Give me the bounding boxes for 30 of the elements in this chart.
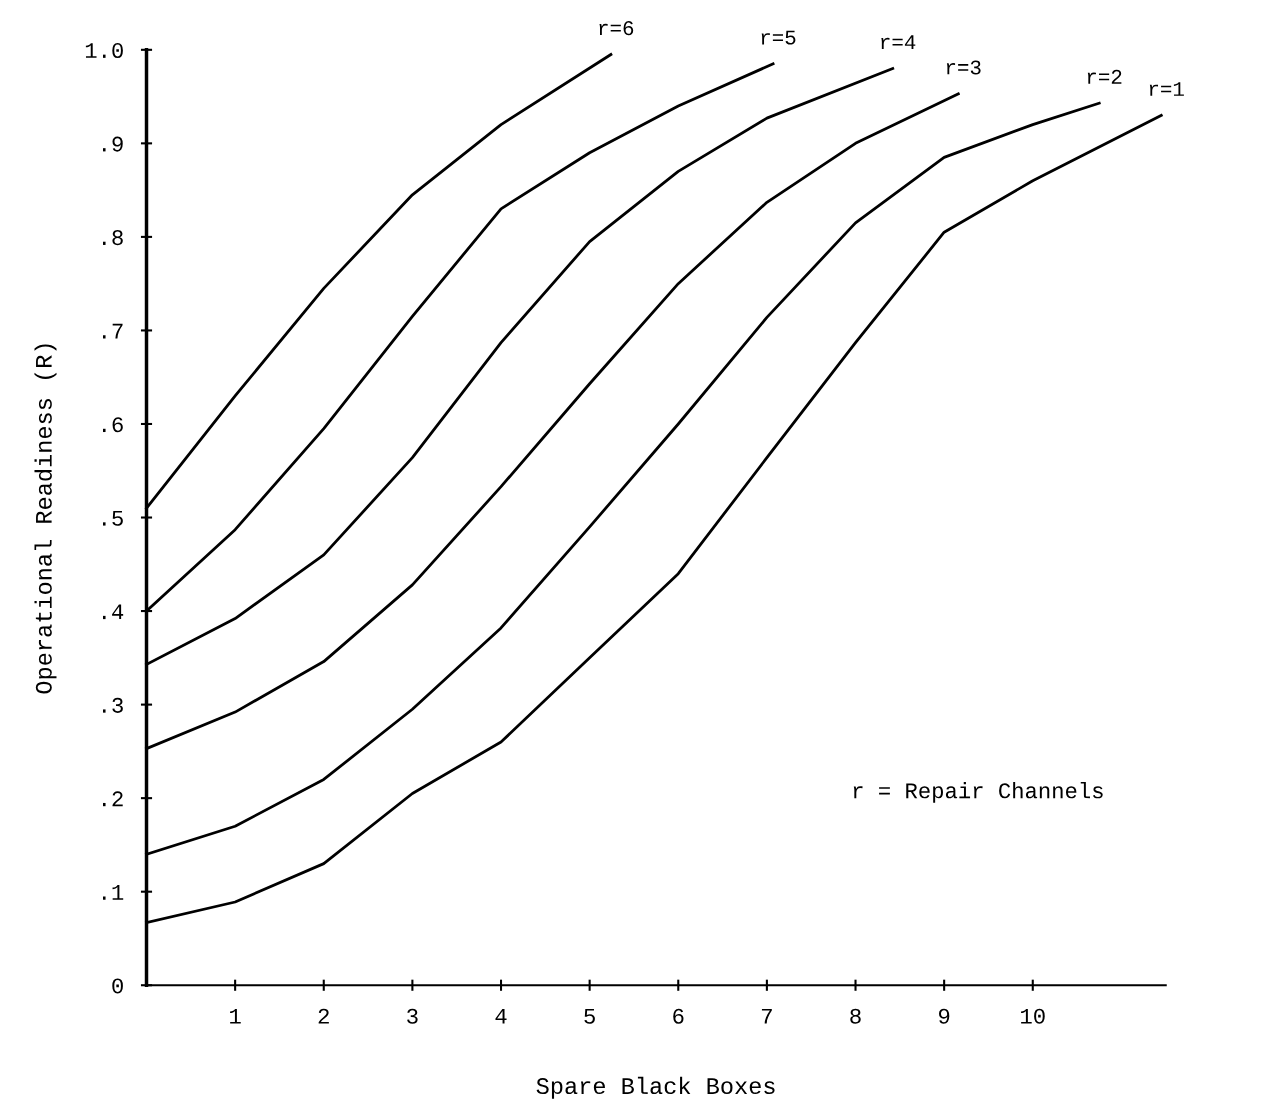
x-tick-label: 9 [939, 1008, 950, 1024]
x-tick-label: 10 [1021, 1008, 1045, 1024]
x-tick-label: 3 [407, 1008, 418, 1024]
y-tick-label: .1 [103, 885, 124, 900]
x-tick-label: 2 [318, 1008, 329, 1024]
annotation: r = Repair Channels [853, 782, 1103, 803]
series-label: r=3 [946, 60, 981, 75]
x-tick-label: 1 [230, 1008, 241, 1024]
x-tick-label: 5 [584, 1008, 595, 1024]
y-tick-label: .8 [103, 230, 123, 246]
y-tick-label: 0 [112, 978, 123, 994]
y-tick-label: .3 [103, 697, 123, 713]
y-tick-label: .2 [103, 791, 123, 807]
series-label: r=4 [881, 35, 916, 50]
series-label: r=5 [761, 30, 796, 45]
y-tick-label: 1.0 [85, 43, 123, 59]
y-tick-label: .4 [103, 604, 124, 620]
y-tick-label: .5 [103, 510, 123, 526]
y-tick-label: .6 [103, 417, 123, 433]
y-tick-label: .7 [103, 323, 123, 339]
x-axis-title: Spare Black Boxes [536, 1076, 775, 1099]
series-label: r=1 [1149, 82, 1184, 96]
series-label: r=6 [599, 21, 634, 36]
x-tick-label: 8 [850, 1008, 861, 1024]
x-tick-label: 7 [761, 1008, 772, 1024]
series-label: r=2 [1087, 69, 1122, 84]
x-tick-label: 6 [673, 1008, 684, 1024]
x-tick-label: 4 [495, 1008, 507, 1024]
y-tick-label: .9 [103, 136, 123, 152]
y-axis-title: Operational Readiness (R) [34, 344, 57, 694]
